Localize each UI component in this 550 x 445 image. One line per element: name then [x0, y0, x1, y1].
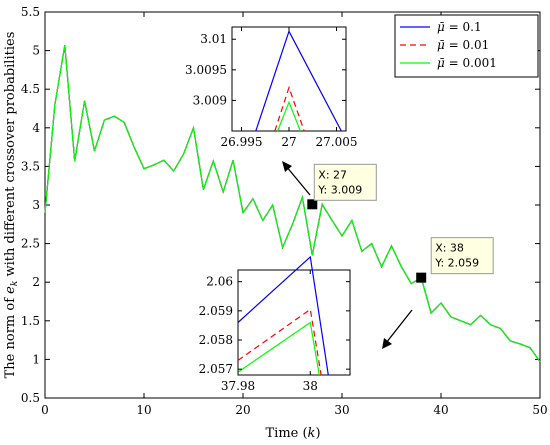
inset-zoom-38: 2.057 2.058 2.059 2.06 37.98 38 — [199, 255, 351, 393]
legend-entry-1: μ̄ = 0.01 — [400, 38, 489, 52]
y-tick-label-4: 2.5 — [21, 237, 40, 251]
inset1-ytick-label-0: 3.009 — [193, 93, 227, 107]
y-tick-label-10: 5.5 — [21, 5, 40, 19]
y-axis-ticks: 0.5 1 1.5 2 2.5 3 3.5 4 4.5 5 5.5 — [21, 5, 540, 405]
datatips: X: 27 Y: 3.009 X: 38 Y: 2.059 — [307, 163, 494, 283]
legend-label-1: μ̄ = 0.01 — [437, 38, 489, 52]
inset1-xtick-label-2: 27.005 — [316, 135, 358, 149]
inset1-series-0 — [255, 29, 342, 132]
x-tick-label-5: 50 — [532, 403, 547, 417]
inset1-xtick-label-0: 26.995 — [221, 135, 263, 149]
y-tick-label-0: 0.5 — [21, 391, 40, 405]
legend-label-2: μ̄ = 0.001 — [437, 56, 497, 70]
legend-label-0: μ̄ = 0.1 — [437, 20, 482, 34]
y-tick-label-7: 4 — [32, 121, 40, 135]
inset2-series-2 — [237, 321, 320, 376]
legend-entry-0: μ̄ = 0.1 — [400, 20, 482, 34]
inset1-series-1 — [274, 85, 305, 132]
x-tick-label-0: 0 — [41, 403, 49, 417]
y-tick-label-6: 3.5 — [21, 159, 40, 173]
y-tick-label-8: 4.5 — [21, 82, 40, 96]
inset2-ytick-label-0: 2.057 — [199, 362, 233, 376]
inset2-series-0 — [237, 255, 329, 376]
y-tick-label-5: 3 — [32, 198, 40, 212]
arrow-to-inset-2 — [385, 309, 413, 344]
series-line-2 — [44, 45, 541, 363]
legend: μ̄ = 0.1 μ̄ = 0.01 μ̄ = 0.001 — [394, 14, 539, 78]
legend-entry-2: μ̄ = 0.001 — [400, 56, 497, 70]
arrow-head-2 — [382, 338, 392, 349]
inset1-ytick-label-2: 3.01 — [200, 32, 227, 46]
datatip-y-1: Y: 2.059 — [434, 257, 479, 270]
y-axis-label: The norm of ek with different crossover … — [3, 32, 20, 379]
y-tick-label-9: 5 — [32, 44, 40, 58]
arrow-to-inset-1 — [285, 165, 311, 196]
x-tick-label-1: 10 — [136, 403, 151, 417]
inset2-ytick-label-3: 2.06 — [206, 275, 233, 289]
inset2-series-1 — [237, 308, 322, 376]
x-tick-label-2: 20 — [235, 403, 250, 417]
x-axis-ticks: 0 10 20 30 40 50 — [41, 12, 548, 417]
datatip-marker-1 — [416, 272, 427, 283]
datatip-x-0: X: 27 — [318, 168, 347, 181]
inset2-ytick-label-2: 2.059 — [199, 304, 233, 318]
datatip-marker-0 — [307, 199, 318, 210]
arrow-head-1 — [282, 161, 292, 172]
inset-zoom-27: 3.009 3.0095 3.01 26.995 27 27.005 — [185, 26, 358, 149]
x-tick-label-4: 40 — [433, 403, 448, 417]
datatip-y-0: Y: 3.009 — [317, 183, 362, 196]
x-tick-label-3: 30 — [334, 403, 349, 417]
datatip-box-1 — [430, 237, 494, 275]
inset1-ytick-label-1: 3.0095 — [185, 63, 227, 77]
datatip-box-0 — [313, 163, 377, 201]
inset1-series-2 — [277, 100, 301, 132]
inset-arrows — [282, 161, 413, 349]
y-tick-label-1: 1 — [32, 352, 40, 366]
inset2-xtick-label-0: 37.98 — [221, 379, 255, 393]
inset1-xtick-label-1: 27 — [281, 135, 296, 149]
y-tick-label-3: 2 — [32, 275, 40, 289]
datatip-x-1: X: 38 — [435, 242, 464, 255]
main-series-lines — [44, 45, 541, 363]
y-tick-label-2: 1.5 — [21, 314, 40, 328]
x-axis-label: Time (k) — [265, 426, 320, 441]
inset2-ytick-label-1: 2.058 — [199, 333, 233, 347]
inset2-xtick-label-1: 38 — [303, 379, 318, 393]
legend-box — [394, 14, 539, 78]
